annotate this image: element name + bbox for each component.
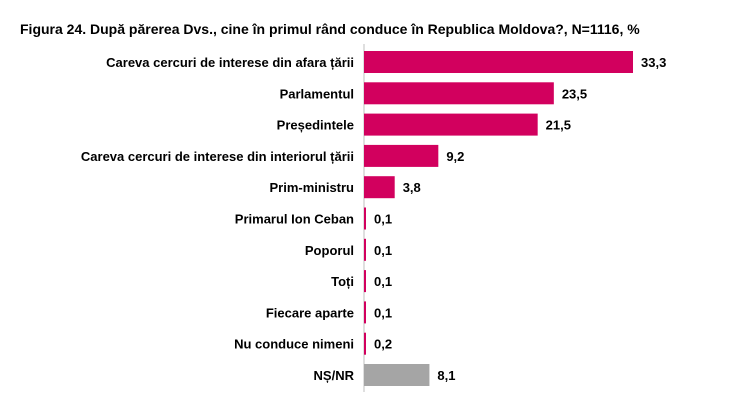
bar (364, 301, 366, 324)
bar (364, 82, 554, 105)
category-label: Fiecare aparte (266, 305, 354, 320)
bar (364, 207, 366, 230)
value-label: 0,1 (374, 212, 392, 227)
bar (364, 270, 366, 293)
category-label: Președintele (277, 118, 354, 133)
bar (364, 364, 430, 386)
category-label: Poporul (305, 243, 354, 258)
value-label: 23,5 (562, 86, 587, 101)
value-label: 9,2 (446, 149, 464, 164)
value-label: 0,1 (374, 243, 392, 258)
category-label: Primarul Ion Ceban (235, 212, 354, 227)
bar (364, 176, 395, 199)
value-label: 0,1 (374, 274, 392, 289)
bar (364, 332, 366, 355)
category-label: Careva cercuri de interese din interioru… (81, 149, 354, 164)
category-label: Careva cercuri de interese din afara țăr… (106, 55, 354, 70)
value-label: 0,2 (374, 337, 392, 352)
category-label: Prim-ministru (269, 180, 354, 195)
category-label: NȘ/NR (314, 368, 355, 383)
value-label: 21,5 (546, 118, 571, 133)
category-label: Nu conduce nimeni (234, 337, 354, 352)
bar (364, 51, 633, 73)
value-label: 8,1 (437, 368, 455, 383)
chart-title: Figura 24. După părerea Dvs., cine în pr… (20, 21, 640, 37)
category-label: Toți (331, 274, 354, 289)
bar (364, 144, 439, 167)
value-label: 3,8 (403, 180, 421, 195)
value-label: 0,1 (374, 305, 392, 320)
value-label: 33,3 (641, 55, 666, 70)
bar (364, 113, 538, 136)
category-label: Parlamentul (280, 86, 354, 101)
bar (364, 238, 366, 261)
